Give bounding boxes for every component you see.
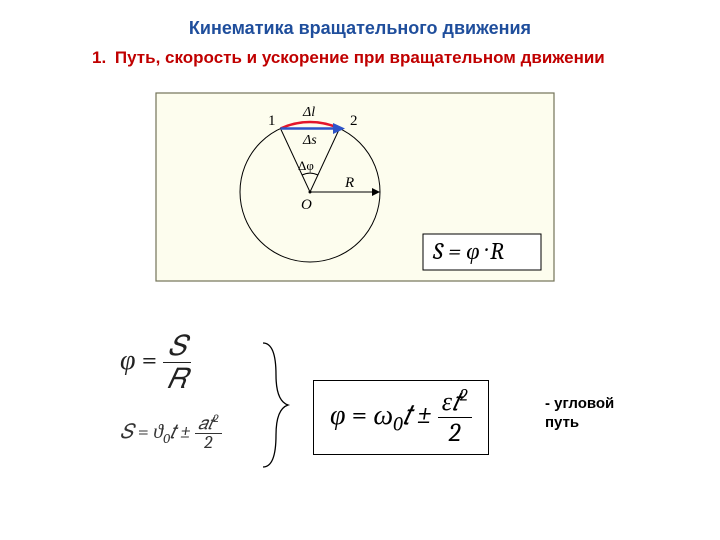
label-delta-s: Δs⃗	[302, 133, 328, 148]
figure-equation: S = φ · R	[432, 237, 504, 265]
label-delta-l: Δl	[302, 105, 315, 120]
label-point-1: 1	[268, 113, 276, 129]
section-number: 1.	[92, 48, 106, 67]
label-delta-phi: Δφ	[298, 158, 314, 173]
brace-icon	[258, 335, 298, 475]
label-O: O	[301, 197, 312, 213]
eq-phi-SR: φ = 𝑆 𝑅	[120, 332, 270, 393]
section-title-text: Путь, скорость и ускорение при вращатель…	[115, 48, 605, 67]
page-title: Кинематика вращательного движения	[0, 18, 720, 39]
circle-diagram: 1 2 Δl Δs⃗ Δφ R O S = φ · R	[155, 92, 555, 282]
section-heading: 1. Путь, скорость и ускорение при вращат…	[92, 48, 605, 68]
eq-angular-path: φ = ω0𝑡 ± ε𝑡2 2	[313, 380, 489, 455]
label-point-2: 2	[350, 113, 358, 129]
eq-S-kinematic: 𝑆 = ϑ0𝑡 ± 𝑎𝑡2 2	[120, 415, 270, 452]
label-R: R	[344, 175, 354, 191]
annotation-angular-path: - угловой путь	[545, 395, 614, 433]
source-equations: φ = 𝑆 𝑅 𝑆 = ϑ0𝑡 ± 𝑎𝑡2 2	[120, 332, 270, 452]
